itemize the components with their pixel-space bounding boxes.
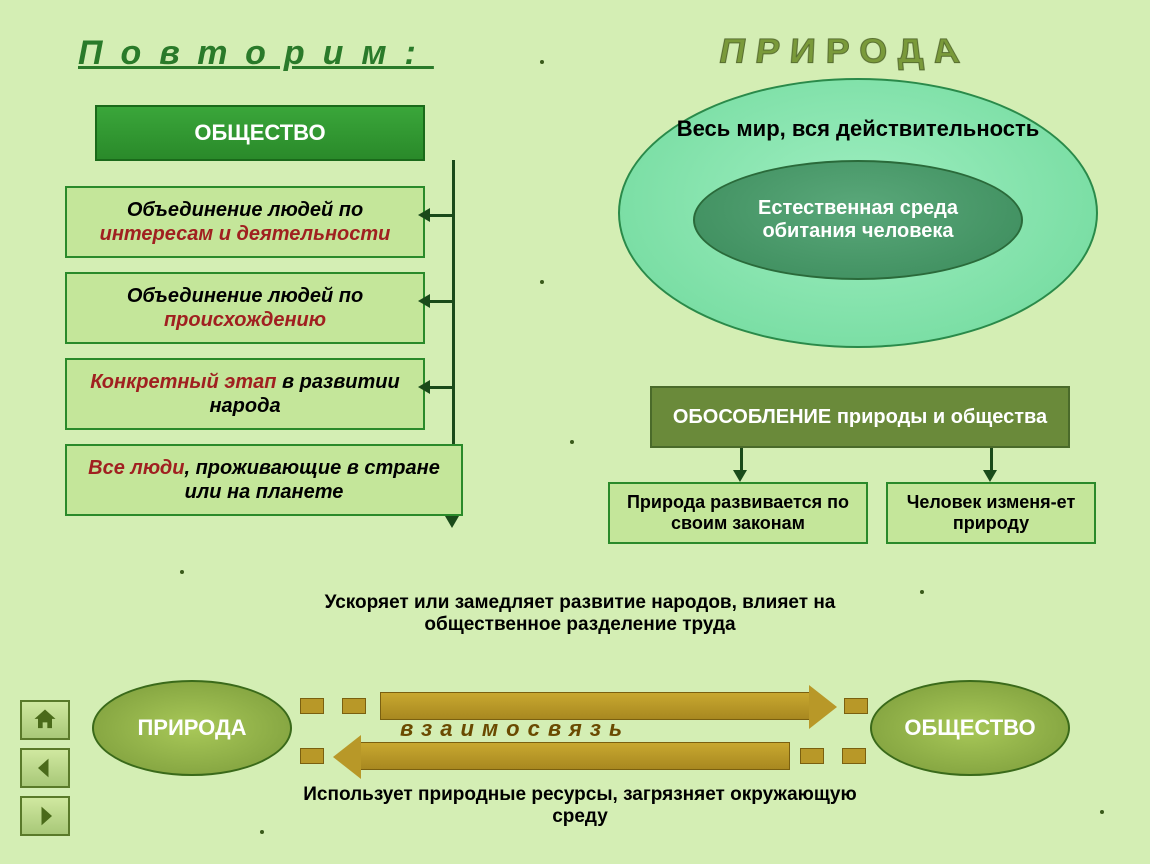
arrow-right-icon: [31, 802, 59, 830]
arrow-left-icon: [31, 754, 59, 782]
society-box-4: Все люди, проживающие в стране или на пл…: [65, 444, 463, 516]
society-header: ОБЩЕСТВО: [95, 105, 425, 161]
nav-next-button[interactable]: [20, 796, 70, 836]
nature-outer-text: Весь мир, вся действительность: [677, 116, 1040, 142]
nature-oval-outer: Весь мир, вся действительность Естествен…: [618, 78, 1098, 348]
dash: [300, 698, 324, 714]
arrow-left-icon: [418, 380, 430, 394]
dash: [800, 748, 824, 764]
arrow-left-icon: [360, 742, 790, 770]
isolation-header: ОБОСОБЛЕНИЕ природы и общества: [650, 386, 1070, 448]
title-review: Повторим:: [78, 34, 434, 73]
dash: [300, 748, 324, 764]
dot: [1100, 810, 1104, 814]
bottom-text-bottom: Использует природные ресурсы, загрязняет…: [300, 784, 860, 828]
nav-home-button[interactable]: [20, 700, 70, 740]
arrow-down-icon: [733, 470, 747, 482]
text: Конкретный этап: [90, 371, 276, 393]
bottom-text-top: Ускоряет или замедляет развитие народов,…: [300, 592, 860, 636]
interlink-label: взаимосвязь: [400, 716, 630, 742]
home-icon: [31, 706, 59, 734]
society-box-3: Конкретный этап в развитии народа: [65, 358, 425, 430]
node-society: ОБЩЕСТВО: [870, 680, 1070, 776]
dash: [342, 698, 366, 714]
dot: [540, 280, 544, 284]
dash: [842, 748, 866, 764]
arrow-left-icon: [418, 208, 430, 222]
society-box-2: Объединение людей по происхождению: [65, 272, 425, 344]
text: , проживающие в стране или на планете: [184, 457, 439, 503]
arrow-down-icon: [445, 516, 459, 528]
nav-prev-button[interactable]: [20, 748, 70, 788]
dot: [920, 590, 924, 594]
text: происхождению: [164, 309, 326, 331]
arrow-down-icon: [983, 470, 997, 482]
arrow-left-icon: [418, 294, 430, 308]
isolation-sub-right: Человек изменя-ет природу: [886, 482, 1096, 544]
dot: [260, 830, 264, 834]
text: интересам и деятельности: [100, 223, 391, 245]
title-nature: ПРИРОДА: [716, 32, 973, 72]
dot: [180, 570, 184, 574]
text: Объединение людей по: [127, 199, 363, 221]
text: Все люди: [88, 457, 184, 479]
dot: [570, 440, 574, 444]
node-nature: ПРИРОДА: [92, 680, 292, 776]
text: Объединение людей по: [127, 285, 363, 307]
isolation-sub-left: Природа развивается по своим законам: [608, 482, 868, 544]
dash: [844, 698, 868, 714]
society-box-1: Объединение людей по интересам и деятель…: [65, 186, 425, 258]
dot: [540, 60, 544, 64]
nature-oval-inner: Естественная среда обитания человека: [693, 160, 1023, 280]
